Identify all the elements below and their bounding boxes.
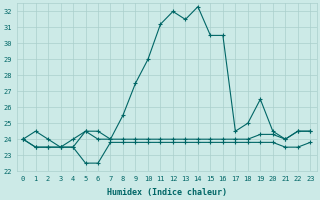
X-axis label: Humidex (Indice chaleur): Humidex (Indice chaleur) bbox=[107, 188, 227, 197]
